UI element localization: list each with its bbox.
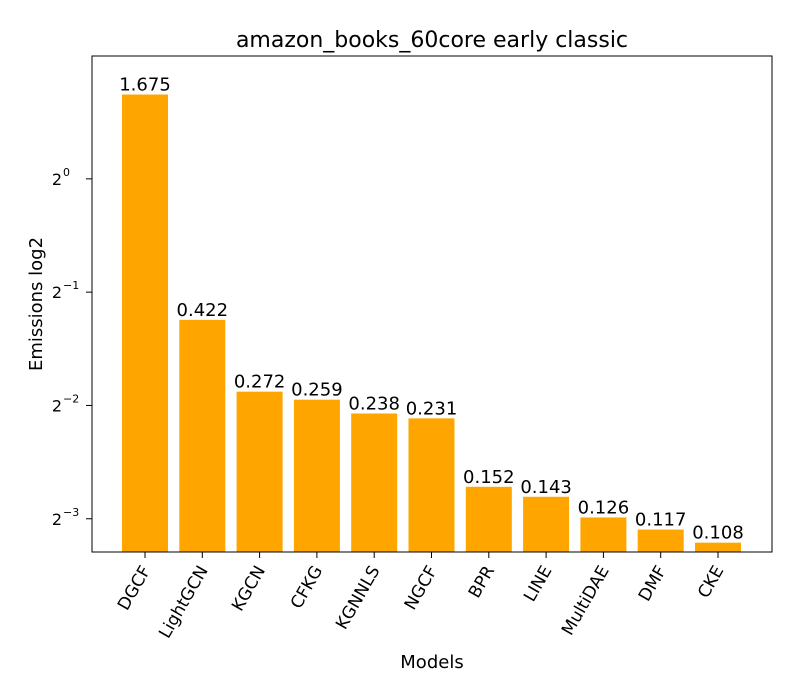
value-label-cke: 0.108 [692, 523, 744, 544]
value-label-bpr: 0.152 [463, 467, 515, 488]
x-tick-label-kgnnls: KGNNLS [332, 563, 384, 634]
bar-kgnnls [351, 413, 398, 552]
value-label-dgcf: 1.675 [119, 75, 171, 96]
value-label-kgnnls: 0.238 [348, 393, 400, 414]
x-tick-label-multidae: MultiDAE [558, 563, 614, 639]
value-label-multidae: 0.126 [578, 497, 630, 518]
y-tick-label-base: 2 [52, 170, 62, 189]
x-tick-label-cke: CKE [694, 563, 728, 602]
y-axis-label: Emissions log2 [26, 237, 47, 371]
y-tick-label-exponent: −2 [63, 392, 79, 405]
bar-cfkg [293, 399, 340, 552]
x-tick-label-ngcf: NGCF [401, 563, 442, 614]
bar-line [523, 496, 570, 552]
y-tick-label-exponent: 0 [63, 166, 70, 179]
bar-multidae [580, 517, 627, 552]
chart-title: amazon_books_60core early classic [236, 28, 628, 53]
bar-lightgcn [179, 319, 226, 552]
x-tick-label-cfkg: CFKG [287, 563, 327, 613]
value-label-line: 0.143 [520, 477, 572, 498]
value-label-ngcf: 0.231 [406, 398, 458, 419]
bar-bpr [465, 486, 512, 552]
x-tick-label-dgcf: DGCF [114, 563, 155, 615]
plot-frame [91, 55, 773, 553]
y-tick-label-base: 2 [52, 396, 62, 415]
value-label-kgcn: 0.272 [234, 372, 286, 393]
value-label-lightgcn: 0.422 [177, 300, 229, 321]
bar-dmf [637, 529, 684, 552]
x-tick-label-lightgcn: LightGCN [155, 563, 212, 642]
bar-cke [695, 542, 741, 552]
y-tick-label-base: 2 [52, 283, 62, 302]
x-tick-label-kgcn: KGCN [228, 563, 270, 615]
x-axis-label: Models [400, 652, 463, 673]
plot-area: 1.675 DGCF 0.422 LightGCN 0.272 KGCN 0.259 CFKG… [52, 75, 744, 642]
bar-kgcn [236, 391, 283, 552]
y-tick-label-exponent: −3 [63, 506, 79, 519]
value-label-dmf: 0.117 [635, 510, 687, 531]
bar-ngcf [408, 418, 455, 552]
x-tick-label-line: LINE [520, 563, 556, 606]
bar-dgcf [122, 94, 168, 552]
x-tick-label-dmf: DMF [635, 563, 671, 606]
y-tick-label-base: 2 [52, 510, 62, 529]
value-label-cfkg: 0.259 [291, 380, 343, 401]
y-tick-label-exponent: −1 [63, 279, 79, 292]
x-tick-label-bpr: BPR [465, 562, 499, 601]
